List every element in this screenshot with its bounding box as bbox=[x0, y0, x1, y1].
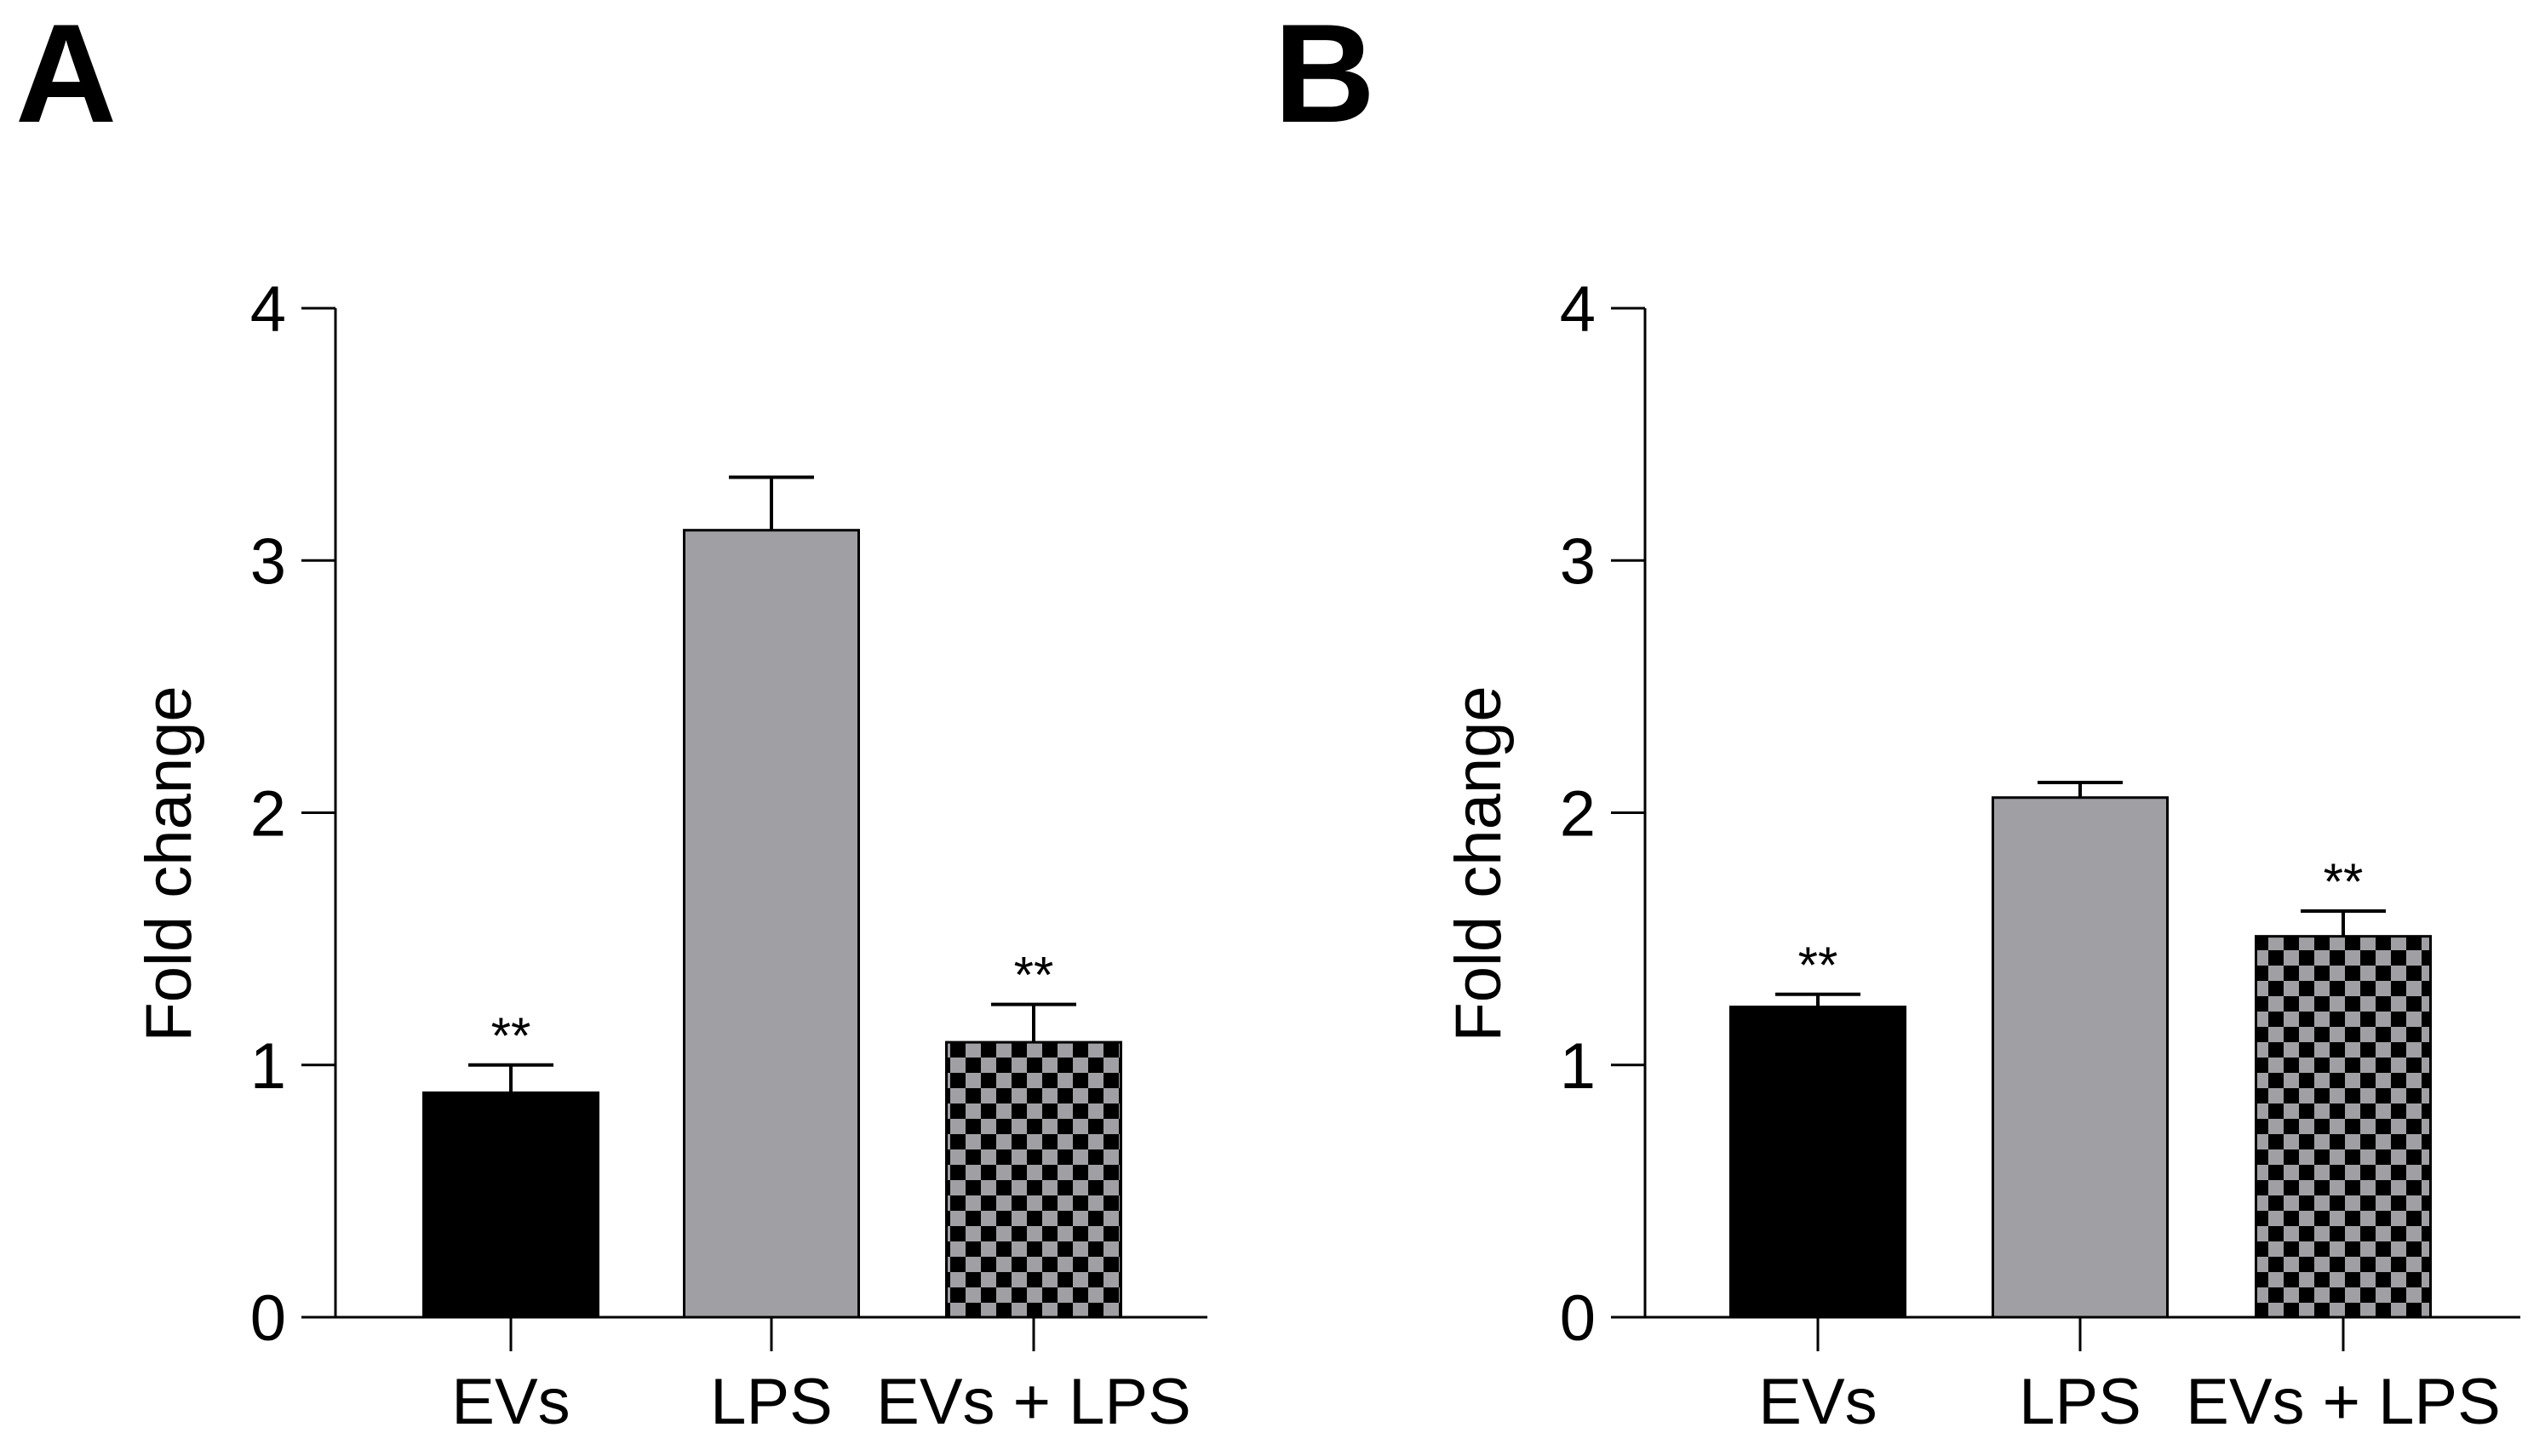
bar-lps bbox=[683, 529, 860, 1319]
y-tick-label: 1 bbox=[1560, 1030, 1596, 1103]
x-tick-label: EVs bbox=[451, 1366, 570, 1438]
y-axis-label: Fold change bbox=[133, 685, 205, 1041]
significance-label: ** bbox=[1798, 937, 1838, 994]
y-tick-label: 0 bbox=[250, 1282, 286, 1355]
significance-label: ** bbox=[2324, 853, 2364, 910]
y-tick-label: 0 bbox=[1560, 1282, 1596, 1355]
y-tick-label: 2 bbox=[1560, 778, 1596, 851]
x-tick-label: EVs bbox=[1758, 1366, 1877, 1438]
bar-evs-lps bbox=[2255, 935, 2432, 1319]
y-tick-label: 4 bbox=[1560, 273, 1596, 346]
bar-evs-lps bbox=[945, 1040, 1122, 1319]
significance-label: ** bbox=[1014, 947, 1054, 1004]
x-tick-label: LPS bbox=[2019, 1366, 2141, 1438]
significance-label: ** bbox=[491, 1007, 531, 1064]
y-tick-label: 2 bbox=[250, 778, 286, 851]
y-tick-label: 3 bbox=[1560, 525, 1596, 598]
y-tick-label: 3 bbox=[250, 525, 286, 598]
y-tick-label: 4 bbox=[250, 273, 286, 346]
panel-label: B bbox=[1274, 0, 1375, 152]
panel-label: A bbox=[15, 0, 117, 152]
y-tick-label: 1 bbox=[250, 1030, 286, 1103]
x-tick-label: LPS bbox=[710, 1366, 833, 1438]
bar-lps bbox=[1992, 796, 2169, 1319]
bar-evs bbox=[1729, 1006, 1906, 1319]
x-tick-label: EVs + LPS bbox=[876, 1366, 1191, 1438]
y-axis-label: Fold change bbox=[1442, 685, 1515, 1041]
bar-evs bbox=[422, 1091, 599, 1319]
x-tick-label: EVs + LPS bbox=[2186, 1366, 2501, 1438]
